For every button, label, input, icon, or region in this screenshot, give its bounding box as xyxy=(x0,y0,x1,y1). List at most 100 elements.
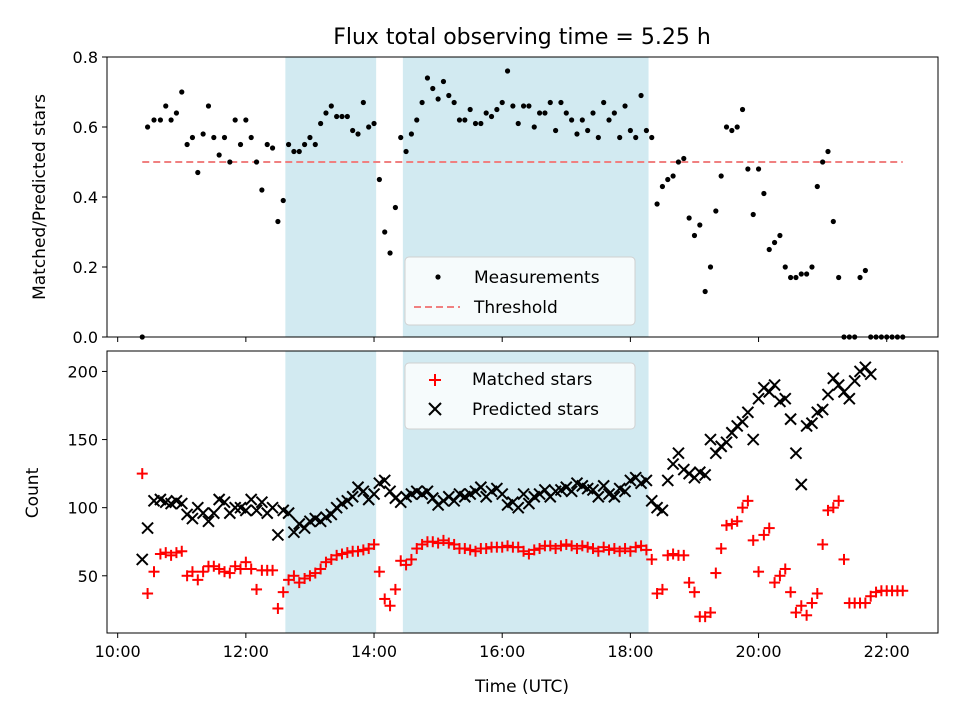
predicted-star-point xyxy=(175,497,188,510)
measurement-point xyxy=(739,106,746,113)
matched-star-point xyxy=(192,574,204,586)
measurement-point xyxy=(675,159,682,165)
top-axis-ticks: 0.0 0.2 0.4 0.6 0.8 xyxy=(73,48,888,347)
measurement-point xyxy=(729,127,735,134)
predicted-star-point xyxy=(421,485,434,498)
predicted-star-point xyxy=(837,385,851,399)
bottom-xtick-label: 14:00 xyxy=(351,642,397,661)
matched-star-point xyxy=(389,583,401,595)
measurement-point xyxy=(766,246,772,253)
measurement-point xyxy=(334,113,340,120)
measurement-point xyxy=(478,120,484,127)
measurement-point xyxy=(553,127,559,134)
predicted-star-point xyxy=(608,490,621,503)
measurement-point xyxy=(670,173,676,179)
predicted-star-point xyxy=(141,521,154,535)
measurement-point xyxy=(611,110,617,116)
matched-star-point xyxy=(267,564,279,576)
matched-star-point xyxy=(197,566,209,578)
matched-star-point xyxy=(656,583,668,595)
measurement-point xyxy=(820,159,826,165)
measurement-point xyxy=(787,274,794,281)
shaded-interval xyxy=(285,57,377,337)
measurement-point xyxy=(665,176,671,183)
predicted-star-point xyxy=(586,483,600,497)
matched-star-point xyxy=(710,567,722,579)
matched-star-point xyxy=(806,597,818,609)
measurement-point xyxy=(227,159,233,165)
measurement-point xyxy=(144,124,151,130)
measurement-point xyxy=(398,134,404,141)
predicted-star-point xyxy=(763,385,776,399)
matched-star-point xyxy=(678,549,690,561)
matched-star-point xyxy=(790,607,802,619)
measurement-point xyxy=(510,103,516,109)
matched-star-point xyxy=(357,544,369,556)
measurement-point xyxy=(563,110,569,116)
matched-star-point xyxy=(774,570,786,582)
bottom-xtick-label: 20:00 xyxy=(736,642,782,661)
measurement-point xyxy=(195,169,201,176)
measurement-point xyxy=(782,264,788,270)
matched-star-point xyxy=(400,559,412,571)
matched-star-point xyxy=(224,567,236,579)
legend-label-predicted: Predicted stars xyxy=(472,400,599,420)
bottom-xtick-label: 18:00 xyxy=(607,642,653,661)
predicted-star-point xyxy=(207,506,221,520)
matched-star-point xyxy=(186,566,198,578)
measurement-point xyxy=(804,271,810,277)
matched-star-point xyxy=(464,544,476,556)
measurement-point xyxy=(697,222,703,228)
matched-star-point xyxy=(769,577,781,589)
bottom-ylabel: Count xyxy=(23,467,43,518)
measurement-point xyxy=(253,159,260,165)
predicted-star-point xyxy=(827,372,840,385)
measurement-point xyxy=(601,99,607,106)
matched-star-point xyxy=(352,545,364,557)
matched-star-point xyxy=(747,534,759,546)
matched-star-point xyxy=(288,570,300,582)
top-legend-box xyxy=(404,256,636,326)
bottom-xlabel: Time (UTC) xyxy=(474,677,569,697)
measurement-point xyxy=(440,78,447,85)
matched-star-point xyxy=(245,563,257,575)
measurement-point xyxy=(312,141,318,148)
measurement-point xyxy=(318,120,324,127)
measurement-point xyxy=(654,201,660,207)
matched-star-point xyxy=(443,537,455,549)
predicted-star-point xyxy=(816,403,829,416)
matched-star-point xyxy=(859,597,871,609)
bottom-xtick-label: 22:00 xyxy=(864,642,910,661)
measurement-point xyxy=(686,215,692,221)
measurement-point xyxy=(515,120,521,127)
bottom-ytick-label: 200 xyxy=(67,362,98,381)
predicted-star-point xyxy=(250,504,263,517)
measurement-point xyxy=(430,85,436,92)
predicted-star-point xyxy=(736,415,749,429)
measurement-point xyxy=(248,134,254,141)
matched-star-point xyxy=(742,495,754,507)
measurement-point xyxy=(857,274,863,281)
measurement-point xyxy=(451,99,457,106)
measurement-point xyxy=(622,103,628,109)
matched-star-point xyxy=(640,544,652,556)
matched-star-point xyxy=(235,563,247,575)
predicted-star-point xyxy=(517,487,530,501)
matched-stars-markers xyxy=(136,468,909,623)
measurement-point xyxy=(585,127,591,134)
matched-star-point xyxy=(795,600,807,612)
top-ytick-label: 0.2 xyxy=(73,258,98,277)
predicted-star-point xyxy=(784,412,797,426)
matched-star-point xyxy=(480,543,492,555)
top-chart-title: Flux total observing time = 5.25 h xyxy=(333,25,711,50)
matched-star-point xyxy=(384,600,396,612)
measurement-point xyxy=(723,124,730,130)
measurement-point xyxy=(830,218,836,225)
matched-star-point xyxy=(785,586,797,598)
predicted-star-point xyxy=(709,446,723,460)
matched-star-point xyxy=(603,544,615,556)
predicted-star-point xyxy=(228,501,242,514)
measurement-point xyxy=(590,110,596,116)
matched-star-point xyxy=(218,566,230,578)
